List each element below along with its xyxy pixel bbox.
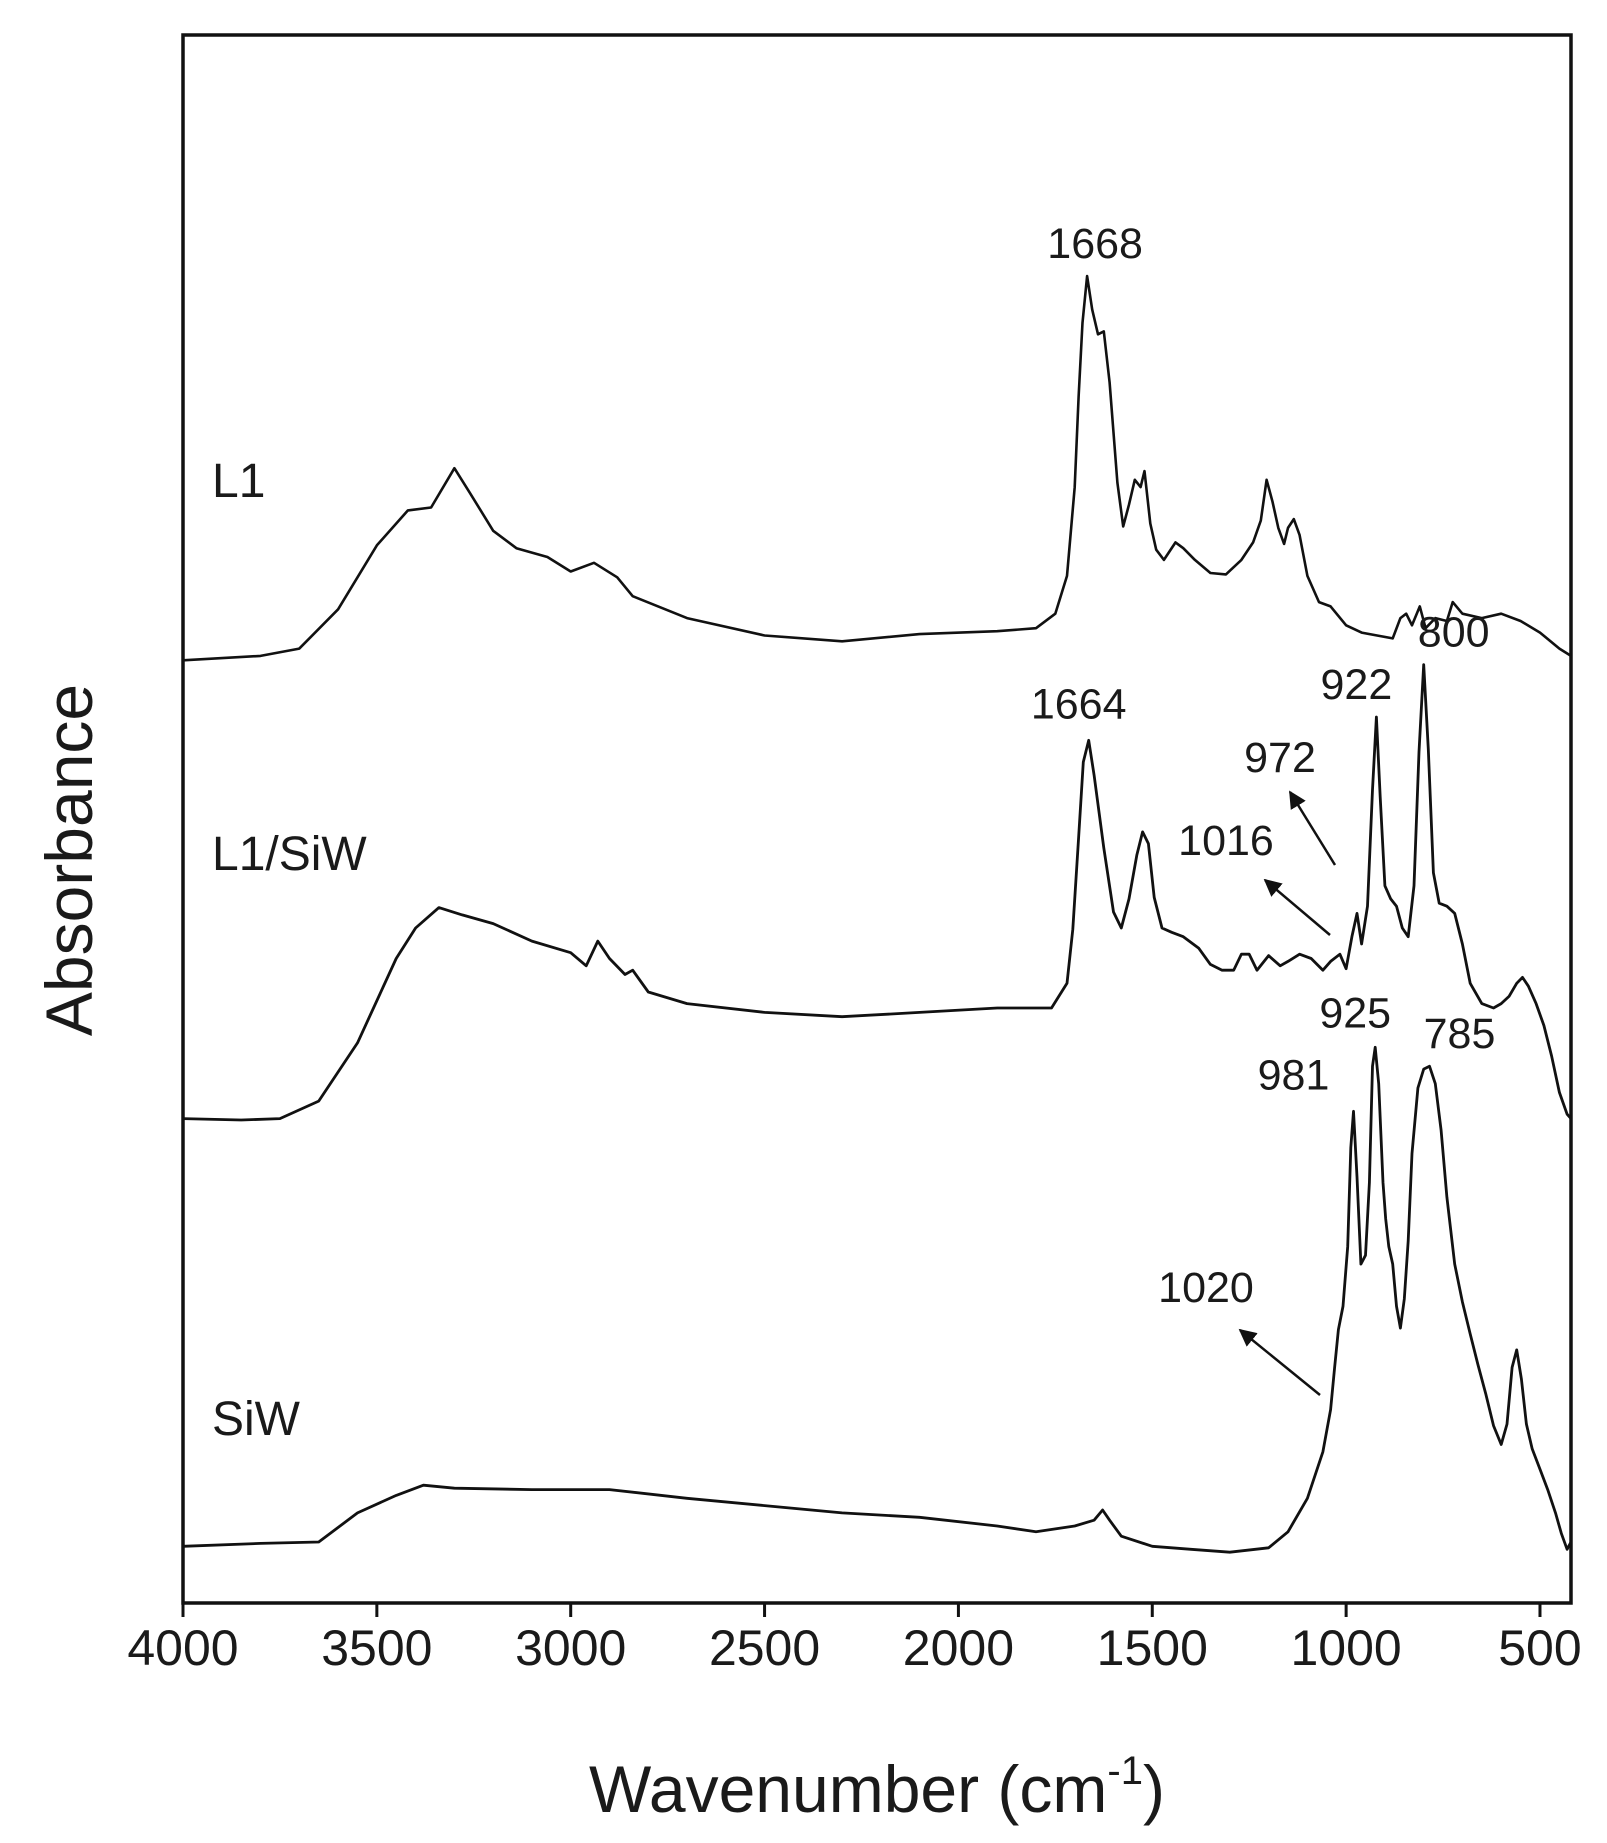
x-axis-title-main: Wavenumber (cm: [589, 1752, 1107, 1826]
x-tick-label-3000: 3000: [515, 1620, 626, 1676]
x-axis-title: Wavenumber (cm-1): [589, 1749, 1165, 1826]
peak-label-l1-siw-1664: 1664: [1031, 680, 1127, 728]
peak-label-siw-1020: 1020: [1158, 1264, 1254, 1312]
peak-arrow-l1-siw-1016: [1263, 878, 1331, 936]
peak-label-l1-siw-800: 800: [1418, 609, 1490, 657]
plot-frame: [181, 33, 1573, 1605]
x-tick-label-2500: 2500: [709, 1620, 820, 1676]
peak-arrow-l1-siw-972: [1288, 790, 1337, 866]
y-axis-title: Absorbance: [32, 684, 106, 1036]
series-label-l1: L1: [212, 455, 265, 508]
peak-label-l1-siw-1016: 1016: [1178, 817, 1274, 865]
series-line-siw: [181, 1045, 1573, 1554]
peak-label-siw-785: 785: [1424, 1010, 1496, 1058]
x-tick-label-3500: 3500: [321, 1620, 432, 1676]
x-tick-label-2000: 2000: [903, 1620, 1014, 1676]
series-label-l1-siw: L1/SiW: [212, 828, 367, 881]
x-tick-label-4000: 4000: [127, 1620, 238, 1676]
peak-arrow-siw-1020: [1238, 1328, 1321, 1396]
x-tick-label-1000: 1000: [1291, 1620, 1402, 1676]
x-tick-label-500: 500: [1498, 1620, 1581, 1676]
series-labels: L1 L1/SiW SiW: [212, 455, 367, 1446]
x-tick-label-1500: 1500: [1097, 1620, 1208, 1676]
peak-annotations: 1668 1664 922 800 972 1016 925 785 981 1020: [1031, 220, 1496, 1396]
peak-label-l1-1668: 1668: [1047, 220, 1143, 268]
series-line-l1: [181, 274, 1573, 662]
x-axis-title-superscript: -1: [1107, 1749, 1143, 1793]
peak-label-siw-925: 925: [1319, 989, 1391, 1037]
series-label-siw: SiW: [212, 1393, 301, 1446]
peak-label-l1-siw-972: 972: [1244, 734, 1316, 782]
series-group: [181, 274, 1573, 1554]
x-axis-title-suffix: ): [1143, 1752, 1165, 1826]
x-axis-ticks: 4000 3500 3000 2500 2000 1500 1000 500: [127, 1603, 1582, 1676]
peak-label-l1-siw-922: 922: [1320, 661, 1392, 709]
peak-label-siw-981: 981: [1258, 1051, 1330, 1099]
series-line-l1-siw: [181, 663, 1573, 1122]
